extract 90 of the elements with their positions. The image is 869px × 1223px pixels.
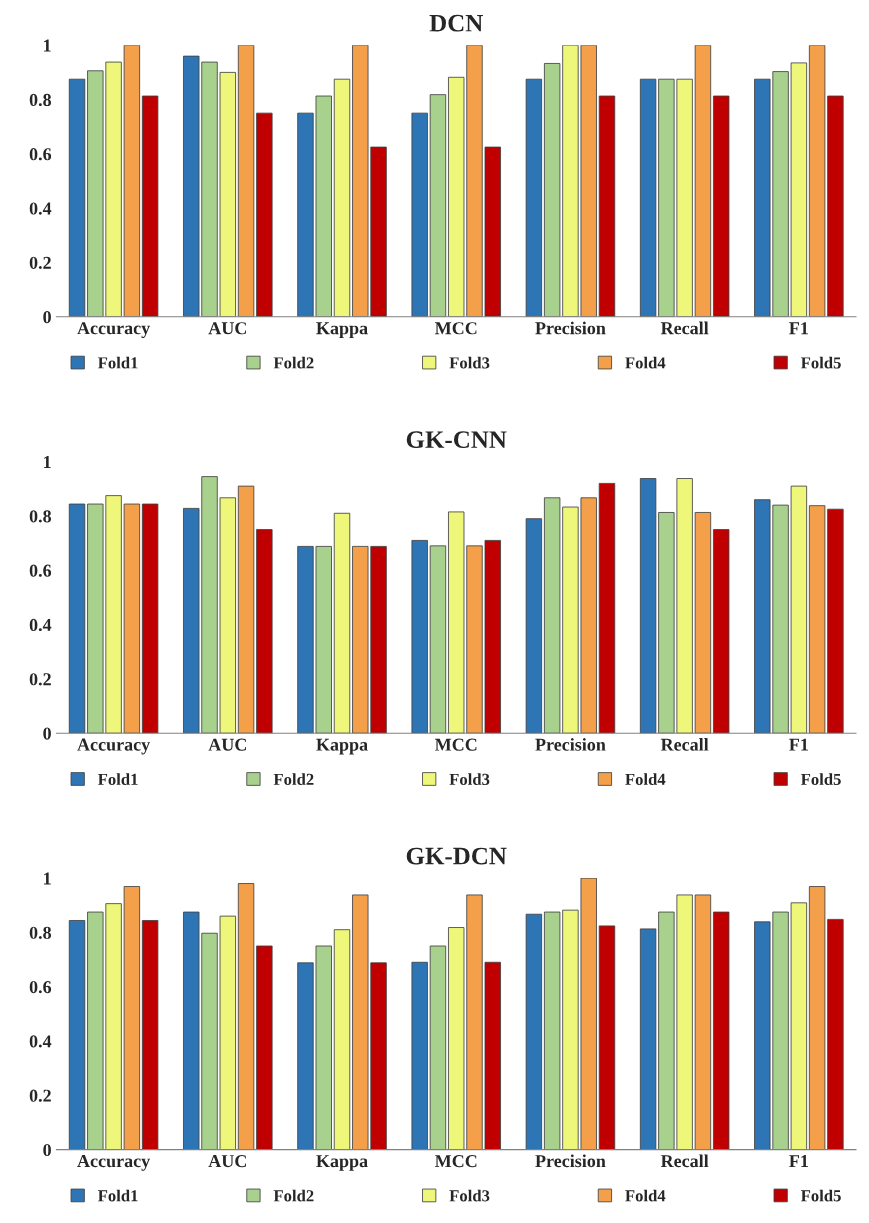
bar xyxy=(141,920,159,1150)
bar xyxy=(713,95,730,317)
y-tick-label: 0.4 xyxy=(29,1035,52,1048)
x-tick-label: F1 xyxy=(789,322,808,335)
bar xyxy=(237,45,255,317)
bar xyxy=(333,512,351,734)
y-tick-label: 0 xyxy=(43,311,51,324)
legend-label: Fold3 xyxy=(449,773,490,785)
x-tick-label: Precision xyxy=(535,738,606,751)
legend-label: Fold4 xyxy=(625,1189,666,1202)
y-tick-label: 0.6 xyxy=(29,564,52,577)
x-tick-label: F1 xyxy=(789,1155,808,1168)
x-tick-label: Recall xyxy=(660,1154,709,1168)
bar xyxy=(694,45,712,317)
bar xyxy=(525,518,543,734)
x-tick-label: MCC xyxy=(434,738,477,751)
x-tick-label: F1 xyxy=(789,738,808,751)
legend-label: Fold1 xyxy=(97,773,138,785)
legend-label: Fold5 xyxy=(800,356,841,369)
bar xyxy=(68,78,86,317)
legend-label: Fold4 xyxy=(625,356,666,369)
x-tick-label: Accuracy xyxy=(77,738,151,755)
chart-title: GK-CNN xyxy=(406,431,507,449)
bar xyxy=(411,112,428,317)
bar xyxy=(333,78,351,317)
x-tick-label: Recall xyxy=(660,738,709,751)
bar xyxy=(256,945,273,1150)
bar xyxy=(333,929,351,1150)
bar xyxy=(598,95,616,317)
y-tick-label: 1 xyxy=(44,39,51,52)
bar xyxy=(411,961,428,1150)
legend-label: Fold3 xyxy=(449,356,490,369)
bar xyxy=(525,78,543,317)
bar xyxy=(68,503,86,734)
x-tick-label: Recall xyxy=(660,321,709,335)
bar xyxy=(237,883,255,1150)
x-tick-label: AUC xyxy=(208,738,246,751)
x-tick-label: Kappa xyxy=(316,1155,368,1171)
x-tick-label: AUC xyxy=(208,322,246,335)
bar xyxy=(429,94,447,317)
y-tick-label: 0 xyxy=(43,1143,51,1157)
y-tick-label: 0.8 xyxy=(29,510,52,523)
y-tick-label: 0.8 xyxy=(29,93,52,107)
bar xyxy=(256,529,273,734)
x-tick-label: Kappa xyxy=(316,738,368,755)
legend-label: Fold1 xyxy=(97,1189,138,1202)
chart-title: GK-DCN xyxy=(406,847,507,865)
legend-label: Fold5 xyxy=(800,1189,841,1202)
bar xyxy=(525,913,543,1150)
y-tick-label: 0.2 xyxy=(29,256,51,269)
legend-label: Fold2 xyxy=(273,1189,314,1202)
bar xyxy=(694,894,712,1150)
bar xyxy=(598,925,616,1150)
bar xyxy=(713,911,730,1150)
y-tick-label: 0.4 xyxy=(29,618,52,632)
legend-label: Fold2 xyxy=(273,356,314,369)
bar xyxy=(68,920,86,1150)
chart-title: DCN xyxy=(429,14,483,32)
y-tick-label: 0.6 xyxy=(29,980,52,994)
bar xyxy=(429,545,447,734)
x-tick-label: AUC xyxy=(208,1155,246,1168)
bar xyxy=(713,529,730,734)
bar xyxy=(411,540,428,734)
bar xyxy=(429,945,447,1150)
legend-label: Fold3 xyxy=(449,1189,490,1202)
bar xyxy=(141,503,159,734)
x-tick-label: Precision xyxy=(535,1154,606,1168)
x-tick-label: Accuracy xyxy=(77,1155,151,1171)
y-tick-label: 1 xyxy=(44,456,51,468)
x-tick-label: Precision xyxy=(535,321,606,335)
legend-label: Fold2 xyxy=(273,773,314,785)
bar xyxy=(237,485,255,734)
legend-label: Fold5 xyxy=(800,773,841,785)
x-tick-label: Accuracy xyxy=(77,322,151,338)
y-tick-label: 0 xyxy=(43,727,51,740)
x-tick-label: Kappa xyxy=(316,322,368,338)
bar xyxy=(256,112,273,317)
x-tick-label: MCC xyxy=(434,322,477,335)
x-tick-label: MCC xyxy=(434,1155,477,1168)
y-tick-label: 0.2 xyxy=(29,673,51,686)
bar xyxy=(141,95,159,317)
bar xyxy=(598,482,616,734)
y-tick-label: 0.2 xyxy=(29,1089,51,1102)
legend-label: Fold4 xyxy=(625,773,666,785)
y-tick-label: 1 xyxy=(44,872,51,885)
bar xyxy=(694,512,712,734)
y-tick-label: 0.4 xyxy=(29,202,52,215)
legend-label: Fold1 xyxy=(97,356,138,369)
y-tick-label: 0.8 xyxy=(29,926,52,939)
y-tick-label: 0.6 xyxy=(29,148,52,161)
